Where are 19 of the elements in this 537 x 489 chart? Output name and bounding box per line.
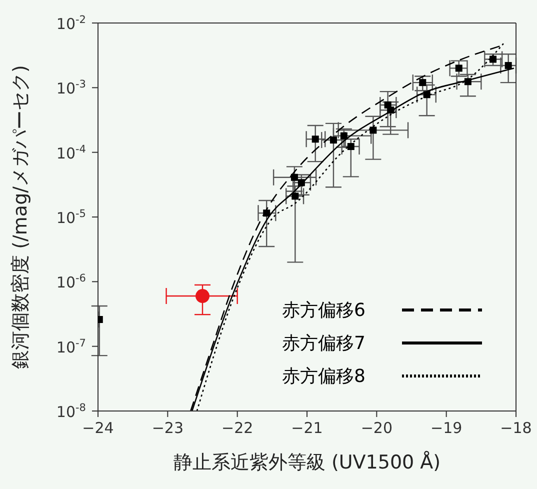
y-tick-label: 10$^{-3}$ bbox=[56, 78, 86, 98]
x-tick-label: −18 bbox=[500, 419, 532, 437]
x-tick-label: −21 bbox=[291, 419, 323, 437]
y-tick-label: 10$^{-8}$ bbox=[56, 402, 86, 421]
y-tick-label: 10$^{-5}$ bbox=[56, 208, 86, 227]
x-tick-label: −19 bbox=[430, 419, 462, 437]
y-tick-label: 10$^{-2}$ bbox=[56, 14, 86, 33]
x-tick-label: −24 bbox=[82, 419, 114, 437]
x-axis-title: 静止系近紫外等級 (UV1500 Å) bbox=[173, 450, 441, 474]
y-tick-label: 10$^{-6}$ bbox=[56, 272, 86, 292]
x-tick-label: −22 bbox=[222, 419, 254, 437]
x-tick-label: −23 bbox=[152, 419, 184, 437]
legend-label: 赤方偏移6 bbox=[282, 298, 366, 322]
legend-label: 赤方偏移8 bbox=[282, 364, 366, 388]
legend-label: 赤方偏移7 bbox=[282, 332, 366, 354]
y-axis-title: 銀河個数密度 (/mag/メガパーセク) bbox=[10, 65, 32, 369]
y-tick-label: 10$^{-4}$ bbox=[56, 143, 86, 162]
y-tick-label: 10$^{-7}$ bbox=[56, 337, 86, 356]
x-tick-label: −20 bbox=[360, 419, 392, 437]
